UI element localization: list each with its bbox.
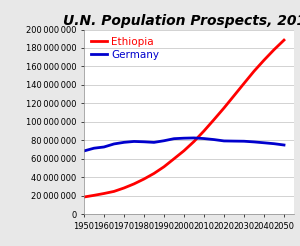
Germany bbox=[162, 139, 166, 142]
Germany bbox=[252, 140, 256, 143]
Ethiopia bbox=[262, 59, 266, 62]
Germany bbox=[192, 137, 196, 139]
Ethiopia bbox=[182, 149, 186, 152]
Germany bbox=[222, 139, 226, 142]
Ethiopia bbox=[272, 48, 276, 51]
Ethiopia bbox=[252, 70, 256, 73]
Ethiopia bbox=[92, 194, 96, 197]
Germany bbox=[102, 145, 106, 148]
Ethiopia bbox=[212, 118, 216, 121]
Legend: Ethiopia, Germany: Ethiopia, Germany bbox=[89, 35, 161, 62]
Ethiopia bbox=[122, 186, 126, 189]
Ethiopia bbox=[102, 192, 106, 195]
Ethiopia bbox=[202, 129, 206, 132]
Ethiopia bbox=[82, 196, 86, 199]
Germany bbox=[132, 140, 136, 143]
Title: U.N. Population Prospects, 2015: U.N. Population Prospects, 2015 bbox=[63, 14, 300, 28]
Ethiopia bbox=[242, 82, 246, 85]
Ethiopia bbox=[132, 183, 136, 185]
Ethiopia bbox=[232, 94, 236, 97]
Germany bbox=[282, 143, 286, 146]
Germany bbox=[152, 141, 156, 144]
Ethiopia bbox=[222, 107, 226, 109]
Germany bbox=[242, 140, 246, 143]
Line: Ethiopia: Ethiopia bbox=[84, 40, 284, 197]
Germany bbox=[122, 141, 126, 144]
Ethiopia bbox=[142, 178, 146, 181]
Ethiopia bbox=[162, 165, 166, 168]
Ethiopia bbox=[172, 157, 176, 160]
Germany bbox=[112, 142, 116, 145]
Germany bbox=[172, 137, 176, 140]
Ethiopia bbox=[152, 172, 156, 175]
Germany bbox=[212, 138, 216, 141]
Line: Germany: Germany bbox=[84, 138, 284, 151]
Germany bbox=[82, 150, 86, 153]
Ethiopia bbox=[282, 39, 286, 42]
Germany bbox=[202, 137, 206, 140]
Germany bbox=[92, 147, 96, 150]
Germany bbox=[232, 140, 236, 143]
Germany bbox=[142, 140, 146, 143]
Ethiopia bbox=[112, 190, 116, 193]
Germany bbox=[262, 141, 266, 144]
Germany bbox=[272, 142, 276, 145]
Germany bbox=[182, 137, 186, 140]
Ethiopia bbox=[192, 140, 196, 143]
